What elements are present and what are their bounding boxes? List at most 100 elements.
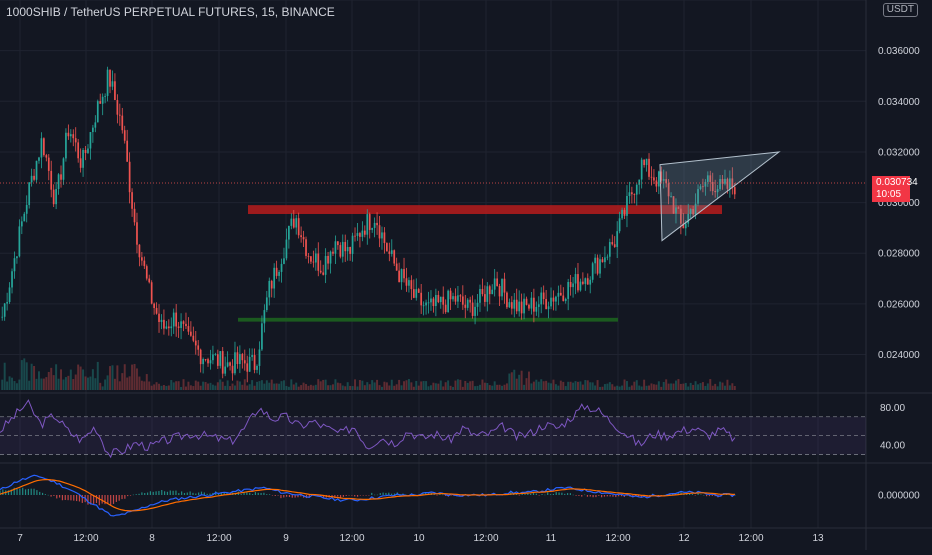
macd-histogram-bar [393,493,396,495]
macd-histogram-bar [342,495,344,497]
volume-bar [618,386,621,390]
volume-bar [711,385,714,390]
volume-bar [91,369,94,390]
candle-body [621,209,623,219]
volume-bar [496,384,499,390]
volume-bar [662,381,665,390]
candle-body [126,140,129,162]
candle-body [246,363,249,372]
annotations[interactable] [238,205,722,322]
time-axis[interactable]: 7 12:00 8 12:00 9 12:00 10 12:00 11 12:00 12 12:00 1… [17,533,824,544]
triangle-pattern[interactable] [0,151,866,242]
macd-histogram-bar [359,495,362,496]
candle-body [47,157,50,171]
volume-bar [346,382,349,390]
candle-body [6,302,8,304]
price-axis[interactable]: 0.024000 0.026000 0.028000 0.030000 0.032000… [878,46,920,501]
currency-unit[interactable]: USDT [882,3,918,17]
macd-histogram-bar [110,495,112,506]
candle-body [94,122,97,128]
macd-histogram-bar [212,492,214,495]
macd-tick-label: 0.000000 [878,491,920,502]
macd-histogram-bar [708,495,711,497]
candle-body [239,354,241,365]
macd-histogram-bar [442,494,444,496]
macd-histogram-bar [251,494,254,495]
volume-bar [214,385,217,390]
volume-bar [331,384,334,390]
volume-bar [655,384,658,390]
volume-bar [121,373,124,390]
volume-bar [47,371,50,390]
macd-histogram-bar [95,495,98,503]
volume-bar [344,386,347,390]
volume-bar [229,386,232,390]
macd-histogram-bar [422,492,424,495]
candle-body [608,242,611,257]
candle-body [557,292,560,297]
candle-body [665,179,668,184]
macd-histogram-bar [291,495,293,498]
macd-histogram-bar [365,495,367,496]
candle-body [692,208,694,215]
candle-body [234,352,236,374]
time-tick-label: 11 [546,533,557,544]
candle-body [209,360,212,364]
volume-bar [99,382,102,390]
volume-bar [699,383,702,390]
macd-histogram-bar [686,493,688,495]
candle-body [486,286,489,302]
candle-body [273,267,276,289]
volume-bar [645,385,648,390]
volume-bar [733,386,736,390]
volume-bar [162,385,165,390]
candle-body [515,299,518,312]
candle-body [175,312,178,327]
candle-body [163,319,165,329]
candle-body [709,175,712,182]
macd-histogram-bar [266,494,268,495]
macd-histogram-bar [728,494,730,496]
candle-body [155,308,158,314]
macd-histogram-bar [7,490,10,495]
candle-body [533,297,535,312]
volume-bar [454,380,457,390]
candle-body [383,232,386,244]
volume-bar [207,383,210,390]
volume-bar [464,380,467,390]
candle-body [506,292,508,308]
candle-body [116,100,119,115]
volume-bar [493,381,496,390]
volume-bar [290,379,293,390]
candle-body [172,312,175,327]
macd-histogram-bar [544,494,546,496]
volume-bar [449,385,452,390]
volume-bar [488,385,491,390]
candle-body [702,186,704,188]
volume-bar [72,379,75,390]
macd-histogram-bar [700,494,702,495]
volume-bar [282,380,285,390]
volume-bar [317,379,320,390]
candle-body [594,257,596,264]
macd-histogram-bar [10,489,12,495]
volume-bar [515,378,518,390]
resistance-zone [248,205,722,214]
macd-histogram-bar [547,492,549,495]
macd-histogram-bar [155,491,157,495]
price-tick-label: 0.028000 [878,249,920,260]
candle-body [653,177,655,181]
candle-body [645,158,648,166]
candle-body [92,127,94,133]
candle-body [133,208,136,223]
candle-body [118,114,121,116]
candle-body [711,181,714,192]
candle-body [65,132,67,159]
candle-body [484,294,486,302]
volume-bar [6,381,9,390]
macd-histogram-bar [16,489,18,495]
volume-bar [275,383,278,390]
candle-body [400,269,403,283]
